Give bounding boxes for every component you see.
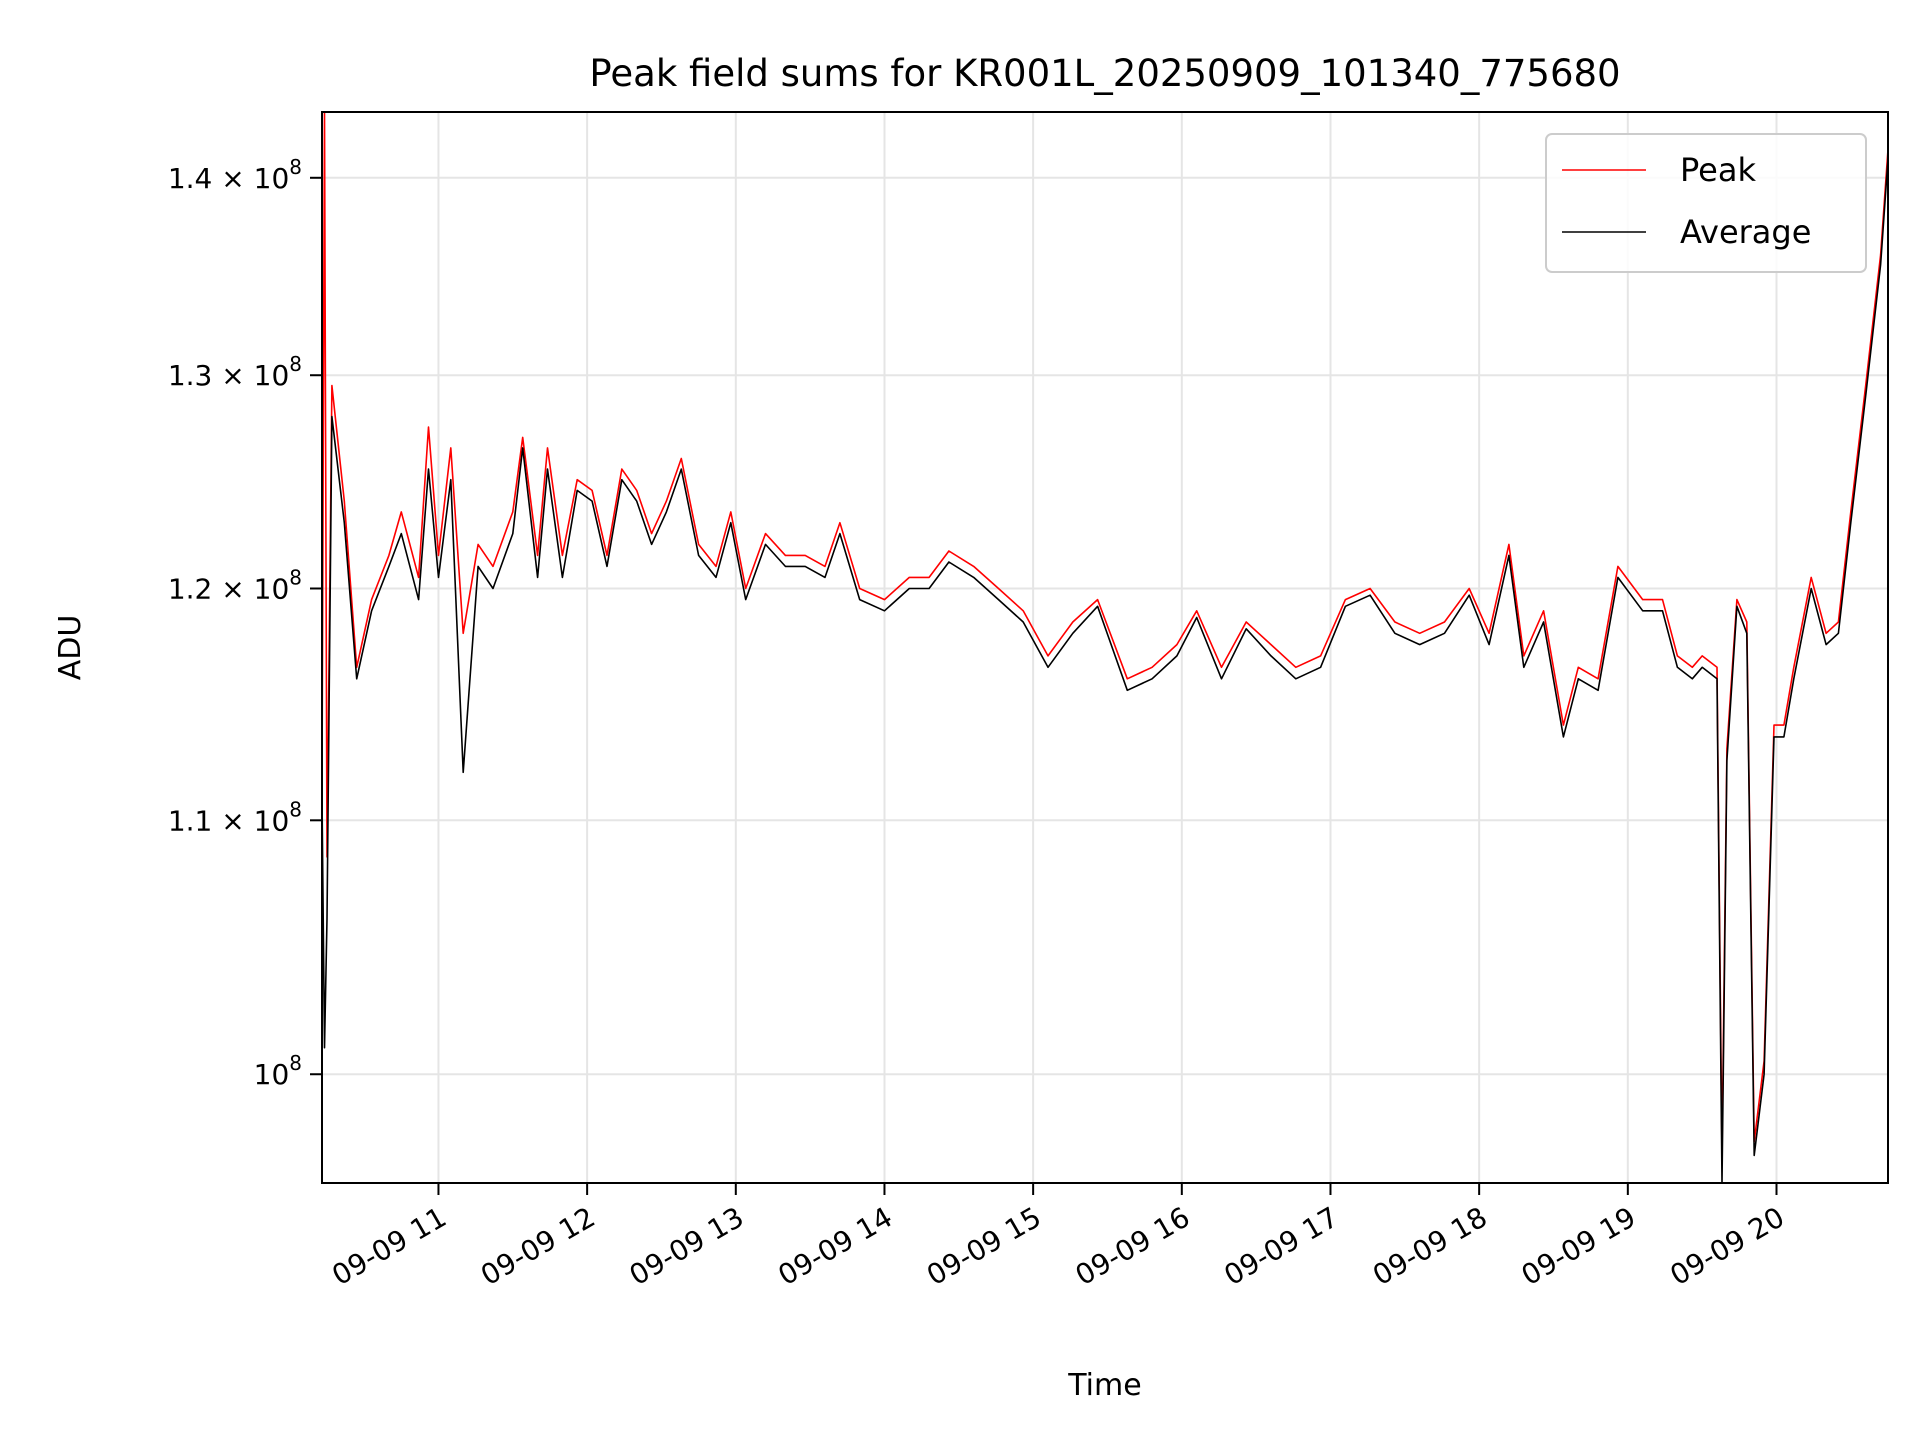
legend-label-average: Average	[1680, 213, 1811, 251]
series-line-average	[322, 158, 1888, 1183]
y-tick-label: 1.3 × 108	[168, 352, 302, 392]
x-axis-label: Time	[1067, 1368, 1141, 1403]
chart-title: Peak field sums for KR001L_20250909_1013…	[589, 52, 1620, 95]
legend-box	[1545, 133, 1867, 273]
y-tick-label: 108	[254, 1051, 302, 1091]
grid-layer	[322, 112, 1888, 1183]
y-tick-label: 1.2 × 108	[168, 565, 302, 605]
legend-label-peak: Peak	[1680, 151, 1756, 189]
legend: Peak Average	[1545, 133, 1867, 273]
plot-frame	[321, 111, 1889, 1184]
y-tick-label: 1.4 × 108	[168, 155, 302, 195]
y-axis-label: ADU	[53, 615, 88, 681]
y-tick-label: 1.1 × 108	[168, 797, 302, 837]
series-layer	[322, 112, 1888, 1183]
